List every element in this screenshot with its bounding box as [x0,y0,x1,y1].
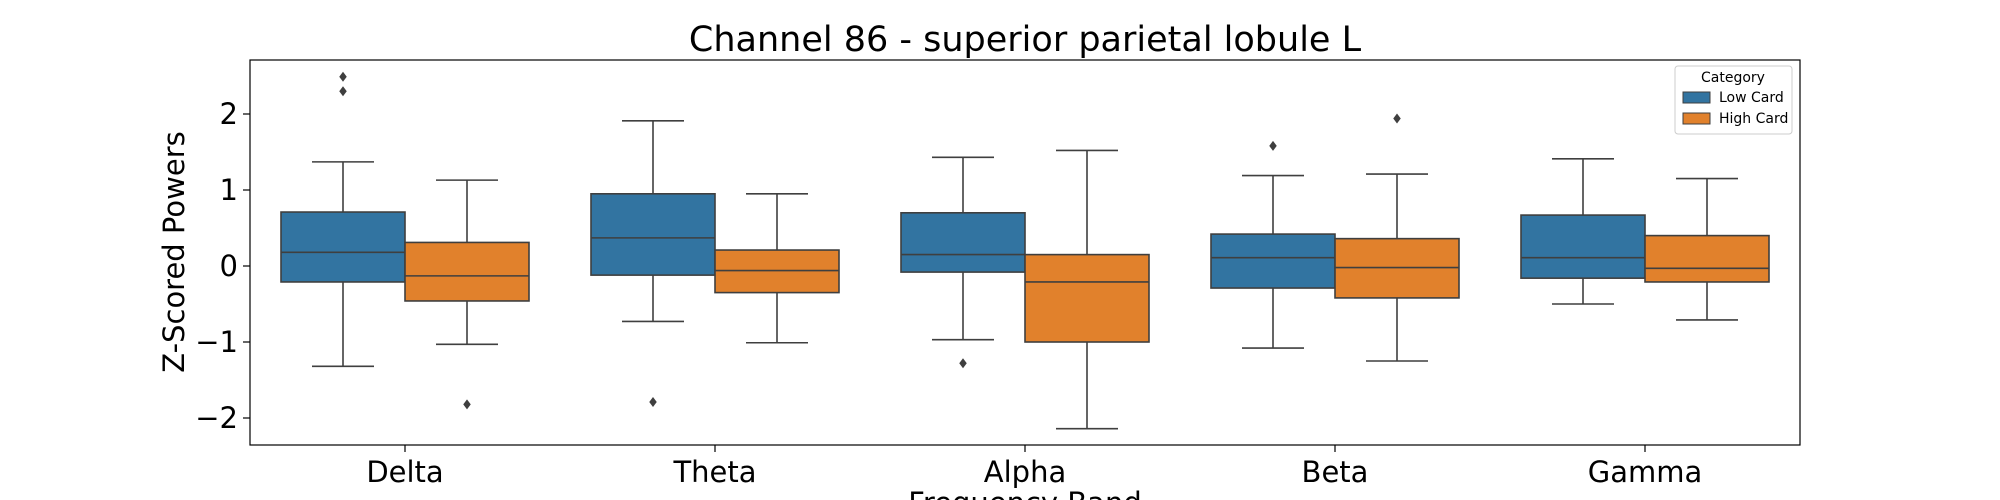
y-tick-label: 1 [220,173,238,207]
y-axis-label: Z-Scored Powers [157,131,191,372]
outlier-point [339,86,347,97]
box-low-card-alpha [900,156,1026,369]
box-low-card-theta [590,120,716,408]
box-low-card-gamma [1520,158,1646,305]
legend-items: Low Card High Card [1682,90,1788,127]
y-tick-label: −1 [195,325,238,359]
y-tick-label: 2 [220,97,238,131]
outlier-point [463,399,471,410]
box-iqr [1024,253,1150,343]
box-iqr [1520,214,1646,279]
box-high-card-beta [1334,113,1460,362]
box-iqr [900,212,1026,273]
outlier-point [959,358,967,369]
x-tick-label: Delta [366,455,443,489]
legend-swatch [1682,112,1711,125]
y-tick-label: −2 [195,401,238,435]
box-iqr [1210,233,1336,289]
outlier-point [339,71,347,82]
y-tick-label: 0 [220,249,238,283]
box-low-card-beta [1210,140,1336,349]
x-tick-label: Theta [672,455,756,489]
box-high-card-gamma [1644,177,1770,321]
legend-title: Category [1701,70,1765,86]
box-iqr [1644,234,1770,283]
outlier-point [1269,140,1277,151]
x-tick-label: Beta [1302,455,1369,489]
outlier-point [1393,113,1401,124]
x-axis: Delta Theta Alpha Beta Gamma [366,445,1702,489]
chart-title: Channel 86 - superior parietal lobule L [689,20,1362,60]
x-tick-label: Alpha [984,455,1066,489]
legend-swatch [1682,91,1711,104]
box-iqr [590,193,716,276]
box-iqr [280,211,406,283]
box-high-card-delta [404,179,530,410]
outlier-point [649,397,657,408]
y-axis: −2 −1 0 1 2 [195,97,250,435]
legend-label: High Card [1719,111,1788,127]
x-tick-label: Gamma [1588,455,1703,489]
box-high-card-theta [714,193,840,344]
box-high-card-alpha [1024,149,1150,430]
boxes-layer [280,71,1770,430]
legend: Category Low Card High Card [1674,65,1793,135]
box-iqr [404,241,530,302]
box-low-card-delta [280,71,406,368]
x-axis-label: Frequency Band [908,486,1142,500]
legend-label: Low Card [1719,90,1784,106]
